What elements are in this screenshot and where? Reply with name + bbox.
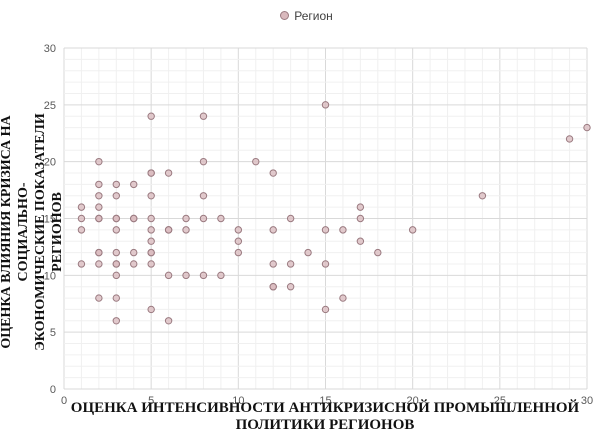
y-tick-label: 0 — [50, 384, 56, 396]
y-axis-title: ОЦЕНКА ВЛИЯНИЯ КРИЗИСА НА СОЦИАЛЬНО- ЭКО… — [0, 113, 65, 351]
x-tick-label: 20 — [407, 395, 419, 407]
data-point — [234, 226, 243, 234]
data-point — [199, 214, 208, 223]
data-point — [164, 317, 173, 325]
data-point — [130, 214, 138, 223]
y-tick-label: 15 — [44, 214, 56, 226]
data-point — [339, 294, 347, 302]
data-point — [199, 192, 208, 200]
data-point — [356, 214, 365, 223]
data-point — [356, 237, 365, 245]
data-point — [147, 112, 155, 120]
data-point — [252, 157, 260, 166]
data-point — [77, 203, 86, 211]
data-point — [217, 271, 225, 280]
data-point — [182, 226, 190, 234]
data-points — [77, 101, 591, 325]
data-point — [112, 214, 121, 223]
data-point — [304, 248, 312, 257]
data-point — [286, 214, 295, 223]
legend-label: Регион — [294, 8, 333, 23]
data-point — [95, 203, 103, 211]
data-point — [321, 260, 330, 268]
data-point — [147, 305, 155, 314]
data-point — [95, 192, 103, 200]
data-point — [339, 226, 347, 234]
data-point — [112, 192, 121, 200]
y-tick-label: 20 — [44, 157, 56, 169]
data-point — [286, 283, 295, 291]
data-point — [112, 248, 121, 257]
data-point — [112, 294, 121, 302]
data-point — [95, 214, 103, 223]
data-point — [130, 260, 138, 268]
x-tick-label: 30 — [581, 395, 593, 407]
data-point — [321, 101, 330, 109]
y-tick-label: 10 — [44, 270, 56, 282]
data-point — [321, 305, 330, 314]
data-point — [147, 237, 155, 245]
data-point — [374, 248, 382, 257]
y-tick-label: 5 — [50, 327, 56, 339]
data-point — [77, 226, 86, 234]
x-axis-title: ОЦЕНКА ИНТЕНСИВНОСТИ АНТИКРИЗИСНОЙ ПРОМЫ… — [70, 400, 580, 433]
data-point — [147, 214, 155, 223]
data-point — [182, 214, 190, 223]
data-point — [147, 226, 155, 234]
data-point — [234, 237, 243, 245]
data-point — [182, 271, 190, 280]
data-point — [95, 260, 103, 268]
data-point — [269, 169, 277, 177]
data-point — [583, 123, 591, 132]
data-point — [217, 214, 225, 223]
y-tick-label: 30 — [44, 43, 56, 55]
data-point — [408, 226, 417, 234]
data-point — [77, 260, 86, 268]
x-tick-label: 15 — [319, 395, 331, 407]
data-point — [112, 260, 121, 268]
data-point — [95, 248, 103, 257]
data-point — [199, 271, 208, 280]
data-point — [164, 169, 173, 177]
x-tick-label: 5 — [148, 395, 154, 407]
data-point — [478, 192, 487, 200]
data-point — [147, 169, 155, 177]
data-point — [112, 317, 121, 325]
data-point — [112, 226, 121, 234]
data-point — [130, 180, 138, 189]
data-point — [321, 226, 330, 234]
data-point — [147, 192, 155, 200]
data-point — [95, 157, 103, 166]
y-tick-label: 25 — [44, 100, 56, 112]
data-point — [565, 135, 574, 143]
data-point — [95, 180, 103, 189]
tick-labels: 0 5 10 15 20 25 30 0 5 10 15 20 25 30 — [44, 43, 593, 407]
data-point — [77, 214, 86, 223]
data-point — [356, 203, 365, 211]
data-point — [164, 226, 173, 234]
data-point — [112, 271, 121, 280]
x-tick-label: 0 — [61, 395, 67, 407]
gridlines — [63, 47, 588, 390]
data-point — [269, 283, 277, 291]
data-point — [112, 180, 121, 189]
legend: Регион — [0, 8, 613, 23]
data-point — [234, 248, 243, 257]
data-point — [199, 112, 208, 120]
data-point — [286, 260, 295, 268]
data-point — [269, 226, 277, 234]
data-point — [130, 248, 138, 257]
data-point — [95, 294, 103, 302]
legend-marker-icon — [280, 11, 290, 21]
data-point — [147, 260, 155, 268]
data-point — [147, 248, 155, 257]
data-point — [164, 271, 173, 280]
x-tick-label: 25 — [494, 395, 506, 407]
data-point — [199, 157, 208, 166]
data-point — [269, 260, 277, 268]
x-tick-label: 10 — [232, 395, 244, 407]
